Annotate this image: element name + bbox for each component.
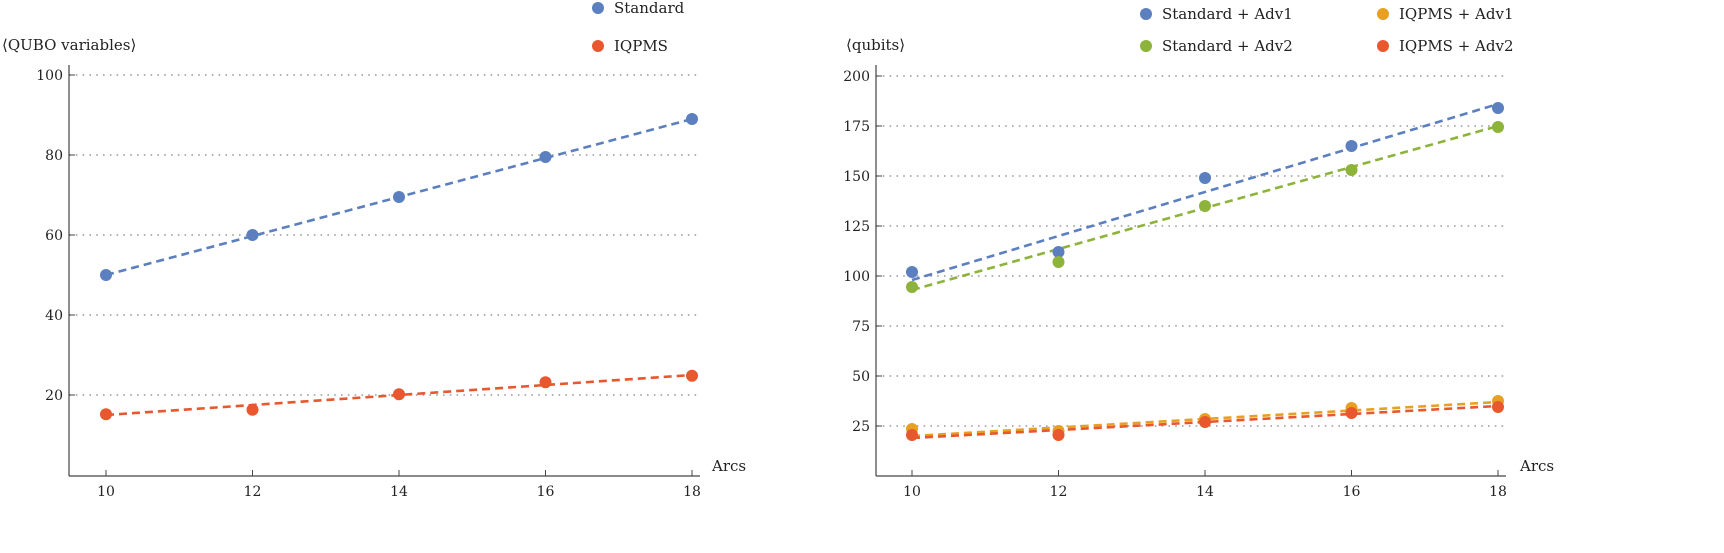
data-point [1199,172,1211,184]
y-tick-label: 200 [843,69,870,85]
data-point [1492,121,1504,133]
x-tick-label: 10 [97,484,115,500]
y-tick-label: 50 [852,369,870,385]
legend-label: Standard [614,0,685,17]
data-point [539,151,552,163]
data-point [1345,140,1358,152]
x-tick-label: 12 [244,484,262,500]
legend-marker [1140,40,1152,52]
legend-marker [592,40,604,52]
y-tick-label: 125 [843,219,870,235]
data-point [1492,102,1504,114]
data-point [100,408,112,421]
data-point [539,376,552,389]
data-point [100,269,112,281]
y-tick-label: 100 [843,269,870,285]
x-axis-label: Arcs [1519,457,1554,475]
data-point [393,388,405,401]
x-tick-label: 14 [1196,484,1214,500]
data-point [906,281,918,293]
data-point [1345,164,1358,176]
data-point [686,113,698,125]
data-point [1052,429,1065,441]
legend-marker [1140,8,1152,20]
data-point [1199,416,1211,428]
y-tick-label: 100 [36,68,63,84]
data-point [246,229,259,241]
data-point [906,429,918,441]
y-axis-label: ⟨qubits⟩ [846,36,905,54]
y-tick-label: 20 [45,388,63,404]
y-tick-label: 150 [843,169,870,185]
x-tick-label: 12 [1050,484,1068,500]
chart-1: 20 40 60 80 100 10 12 14 16 18 ⟨QUBO variables⟩ Arc… [2,0,746,500]
legend-label: Standard + Adv2 [1162,37,1293,55]
data-point [1345,407,1358,419]
legend-marker [1377,8,1389,20]
legend-marker [1377,40,1389,52]
legend-label: IQPMS + Adv1 [1399,5,1514,23]
x-tick-label: 10 [903,484,921,500]
data-point [686,369,698,382]
y-tick-label: 60 [45,228,63,244]
data-point [1052,256,1065,268]
legend-marker [592,2,604,14]
x-tick-label: 18 [1489,484,1507,500]
x-tick-label: 18 [683,484,701,500]
data-point [393,191,405,203]
y-axis-label: ⟨QUBO variables⟩ [2,36,136,54]
data-point [1492,401,1504,413]
x-tick-label: 14 [390,484,408,500]
data-point [906,266,918,278]
x-axis-label: Arcs [711,457,746,475]
legend-label: IQPMS + Adv2 [1399,37,1514,55]
data-point [1052,246,1065,258]
y-tick-label: 40 [45,308,63,324]
legend-label: Standard + Adv1 [1162,5,1293,23]
data-point [1199,200,1211,212]
data-point [246,403,259,416]
y-tick-label: 175 [843,119,870,135]
trend-line [911,102,1499,282]
y-tick-label: 25 [852,419,870,435]
legend-label: IQPMS [614,37,668,55]
y-tick-label: 75 [852,319,870,335]
chart-2: 25 50 75 100 125 150 175 200 10 12 14 16 18 ⟨qubits⟩ A… [843,5,1554,500]
y-tick-label: 80 [45,148,63,164]
x-tick-label: 16 [1343,484,1361,500]
x-tick-label: 16 [537,484,555,500]
